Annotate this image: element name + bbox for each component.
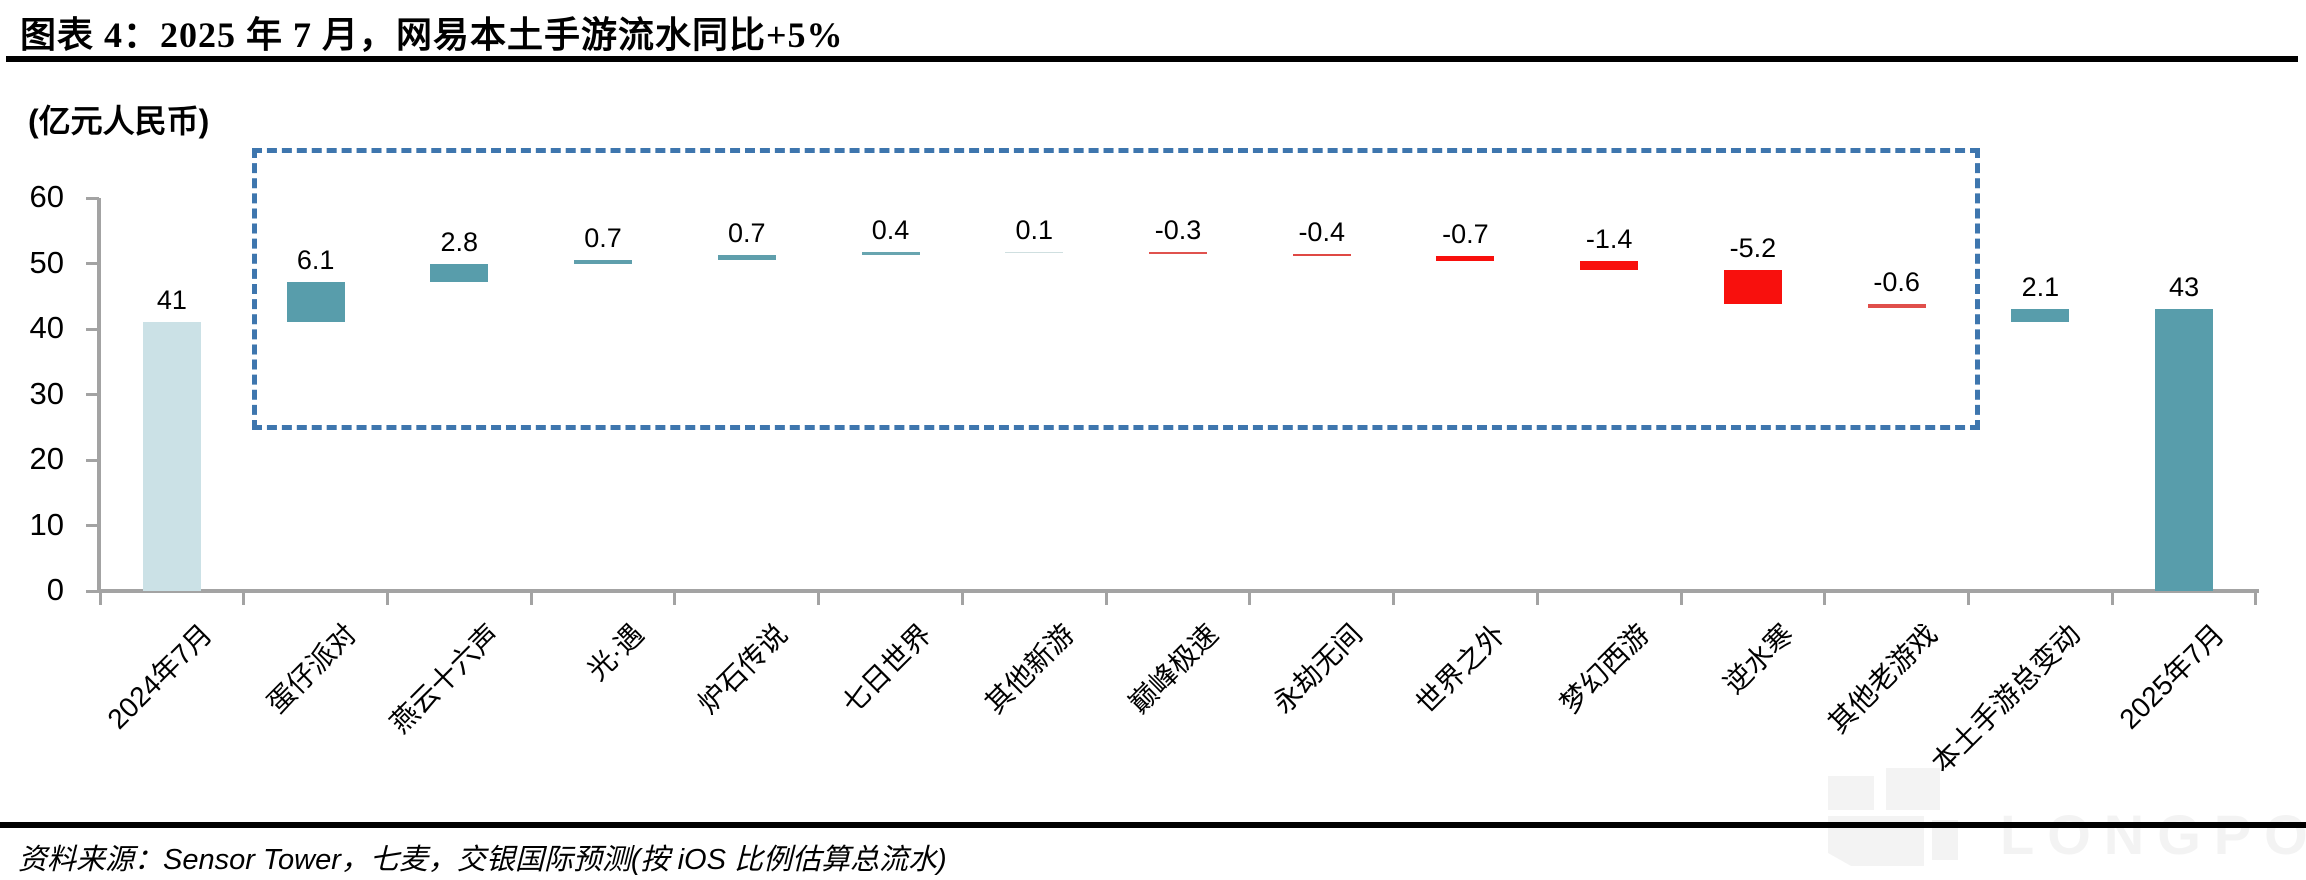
bar-value-label: -0.6 bbox=[1873, 267, 1920, 298]
x-axis-tick bbox=[2254, 592, 2258, 605]
figure-title: 图表 4：2025 年 7 月，网易本土手游流水同比+5% bbox=[20, 15, 844, 55]
bar bbox=[1867, 304, 1926, 309]
x-axis-label: 逆水寒 bbox=[1717, 618, 1800, 700]
bar bbox=[430, 264, 489, 283]
bar bbox=[1580, 260, 1639, 271]
y-axis-tick bbox=[86, 458, 99, 462]
footer-rule bbox=[0, 822, 2306, 828]
bar-value-label: 0.4 bbox=[871, 215, 910, 246]
x-axis-label: 光·遇 bbox=[581, 618, 650, 687]
bar bbox=[142, 322, 201, 591]
x-axis-tick bbox=[242, 592, 246, 605]
x-axis-label: 燕云十六声 bbox=[384, 618, 506, 740]
x-axis-tick bbox=[960, 592, 964, 605]
y-tick-label: 20 bbox=[29, 441, 64, 476]
bar-value-label: 0.1 bbox=[1015, 214, 1053, 245]
bar bbox=[717, 254, 776, 260]
y-axis-unit-label: (亿元人民币) bbox=[28, 103, 210, 139]
x-axis-label: 2025年7月 bbox=[2113, 618, 2231, 735]
bar bbox=[574, 259, 633, 265]
source-note: 资料来源：Sensor Tower，七麦，交银国际预测(按 iOS 比例估算总流… bbox=[18, 844, 947, 876]
x-axis-label: 2024年7月 bbox=[101, 618, 219, 735]
y-axis-tick bbox=[86, 524, 99, 527]
y-tick-label: 30 bbox=[29, 375, 64, 411]
x-axis-tick bbox=[529, 592, 533, 605]
x-axis-label: 其他老游戏 bbox=[1821, 618, 1943, 740]
x-axis-label: 梦幻西游 bbox=[1554, 618, 1656, 720]
bar bbox=[1292, 253, 1351, 257]
x-axis-tick bbox=[1104, 592, 1108, 605]
y-axis-tick bbox=[86, 262, 99, 265]
x-axis-tick bbox=[1823, 592, 1827, 605]
bar-value-label: -5.2 bbox=[1729, 233, 1777, 264]
bar-value-label: 6.1 bbox=[296, 245, 335, 276]
bar bbox=[2155, 309, 2214, 591]
y-tick-label: 50 bbox=[29, 244, 64, 280]
bar-value-label: -0.7 bbox=[1442, 219, 1489, 250]
bar-value-label: 0.7 bbox=[728, 217, 766, 248]
x-axis-label: 世界之外 bbox=[1410, 618, 1512, 720]
x-axis-tick bbox=[1535, 592, 1539, 605]
x-axis-label: 其他新游 bbox=[979, 618, 1081, 720]
y-tick-label: 60 bbox=[29, 179, 64, 214]
bar bbox=[861, 252, 920, 255]
bar-value-label: -0.4 bbox=[1298, 216, 1345, 247]
x-axis-label: 本土手游总变动 bbox=[1925, 618, 2087, 779]
x-axis-tick bbox=[817, 592, 821, 605]
x-axis-label: 七日世界 bbox=[835, 618, 937, 720]
y-tick-label: 0 bbox=[46, 572, 64, 607]
y-tick-label: 10 bbox=[29, 506, 64, 542]
x-axis-tick bbox=[673, 592, 677, 605]
title-rule bbox=[6, 56, 2298, 62]
x-axis-line bbox=[97, 589, 2259, 593]
bar bbox=[1436, 256, 1495, 261]
x-axis-tick bbox=[1966, 592, 1970, 605]
x-axis-label: 巅峰极速 bbox=[1123, 618, 1225, 720]
bar-value-label: 2.8 bbox=[440, 227, 479, 258]
y-tick-label: 40 bbox=[29, 310, 64, 345]
bar-value-label: -0.3 bbox=[1154, 214, 1202, 245]
y-axis-tick bbox=[86, 196, 99, 200]
bar-value-label: 2.1 bbox=[2021, 271, 2060, 302]
bar bbox=[1005, 251, 1064, 254]
bar-value-label: -1.4 bbox=[1585, 223, 1633, 254]
x-axis-tick bbox=[1392, 592, 1396, 605]
bar bbox=[1148, 251, 1207, 254]
x-axis-tick bbox=[1248, 592, 1252, 605]
highlight-box bbox=[251, 148, 1981, 430]
bar bbox=[1723, 270, 1782, 305]
bar-value-label: 43 bbox=[2169, 272, 2200, 303]
bar-value-label: 41 bbox=[156, 285, 187, 316]
y-axis-tick bbox=[86, 589, 99, 593]
x-axis-tick bbox=[385, 592, 389, 605]
x-axis-label: 永劫无间 bbox=[1266, 618, 1368, 720]
y-axis-tick bbox=[86, 393, 99, 396]
x-axis-label: 蛋仔派对 bbox=[260, 618, 362, 720]
x-axis-tick bbox=[2110, 592, 2114, 605]
x-axis-tick bbox=[98, 592, 102, 605]
x-axis-tick bbox=[1679, 592, 1683, 605]
bar bbox=[2011, 308, 2070, 323]
x-axis-label: 炉石传说 bbox=[691, 618, 793, 720]
bar bbox=[286, 282, 345, 323]
bar-value-label: 0.7 bbox=[584, 222, 622, 253]
watermark-text: LONGPORT bbox=[2000, 803, 2306, 866]
y-axis-line bbox=[97, 198, 101, 591]
y-axis-tick bbox=[86, 327, 99, 331]
